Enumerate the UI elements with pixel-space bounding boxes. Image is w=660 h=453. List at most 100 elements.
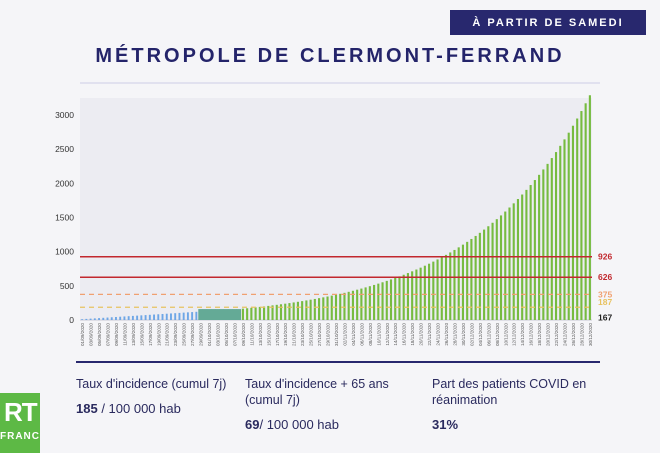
- data-bar: [432, 261, 435, 320]
- x-tick-label: 13/09/2020: [131, 323, 136, 346]
- x-tick-label: 18/11/2020: [410, 323, 415, 346]
- x-tick-label: 10/12/2020: [503, 323, 508, 346]
- y-tick-label: 1000: [55, 247, 74, 257]
- x-tick-label: 16/11/2020: [402, 323, 407, 346]
- x-tick-label: 09/09/2020: [114, 323, 119, 346]
- x-tick-label: 07/10/2020: [232, 323, 237, 346]
- data-bar: [398, 276, 401, 320]
- data-bar: [309, 299, 312, 320]
- data-bar: [115, 316, 117, 320]
- x-tick-label: 02/12/2020: [469, 323, 474, 346]
- data-bar: [288, 303, 291, 320]
- data-bar: [250, 307, 253, 320]
- data-bar: [148, 314, 151, 320]
- data-bar: [98, 318, 100, 320]
- x-tick-label: 07/09/2020: [106, 323, 111, 346]
- data-bar: [373, 284, 376, 320]
- data-bar: [483, 229, 486, 320]
- data-bar: [301, 301, 304, 320]
- data-bar: [449, 252, 452, 320]
- x-tick-label: 06/11/2020: [359, 323, 364, 346]
- data-bar: [140, 315, 143, 320]
- y-tick-label: 2500: [55, 144, 74, 154]
- x-tick-label: 28/11/2020: [452, 323, 457, 346]
- data-bar: [236, 309, 241, 320]
- data-bar: [343, 292, 346, 320]
- data-bar: [330, 295, 333, 320]
- x-tick-label: 05/09/2020: [97, 323, 102, 346]
- header-badge: À PARTIR DE SAMEDI: [450, 10, 646, 35]
- x-tick-label: 13/10/2020: [258, 323, 263, 346]
- x-tick-label: 03/10/2020: [216, 323, 221, 346]
- data-bar: [406, 273, 409, 320]
- x-tick-label: 29/09/2020: [199, 323, 204, 346]
- x-tick-label: 08/11/2020: [368, 323, 373, 346]
- threshold-label: 926: [598, 252, 612, 262]
- x-tick-label: 10/11/2020: [376, 323, 381, 346]
- data-bar: [102, 317, 105, 320]
- data-bar: [559, 145, 562, 320]
- stat-icu-share: Part des patients COVID en réanimation 3…: [432, 376, 597, 432]
- data-bar: [127, 316, 130, 320]
- data-bar: [81, 319, 84, 320]
- data-bar: [174, 313, 177, 320]
- data-bar: [495, 219, 498, 320]
- data-bar: [364, 287, 367, 320]
- title-divider: [80, 82, 600, 84]
- data-bar: [538, 174, 541, 320]
- data-bar: [453, 249, 456, 320]
- stat-icu-share-label: Part des patients COVID en réanimation: [432, 377, 587, 407]
- data-bar: [263, 306, 266, 320]
- channel-logo: RT FRANCE: [0, 393, 40, 453]
- data-bar: [165, 313, 168, 320]
- x-tick-label: 15/10/2020: [266, 323, 271, 346]
- x-tick-label: 27/09/2020: [190, 323, 195, 346]
- x-tick-label: 16/12/2020: [529, 323, 534, 346]
- x-tick-label: 30/12/2020: [588, 323, 593, 346]
- data-bar: [215, 309, 220, 320]
- stat-icu-share-value: 31%: [432, 417, 459, 432]
- x-tick-label: 21/10/2020: [292, 323, 297, 346]
- data-bar: [487, 226, 490, 320]
- data-bar: [436, 259, 439, 320]
- data-bar: [360, 288, 363, 320]
- data-bar: [322, 297, 325, 320]
- data-bar: [227, 309, 233, 320]
- data-bar: [186, 312, 189, 320]
- y-tick-label: 0: [69, 315, 74, 325]
- data-bar: [258, 306, 261, 320]
- data-bar: [576, 118, 579, 320]
- x-tick-label: 24/11/2020: [436, 323, 441, 346]
- x-tick-label: 22/12/2020: [554, 323, 559, 346]
- data-bar: [546, 163, 549, 320]
- x-tick-label: 17/10/2020: [275, 323, 280, 346]
- x-tick-label: 02/11/2020: [342, 323, 347, 346]
- x-tick-label: 23/09/2020: [173, 323, 178, 346]
- data-bar: [93, 318, 96, 320]
- threshold-label: 375: [598, 289, 612, 299]
- x-tick-label: 26/12/2020: [571, 323, 576, 346]
- plot-area: [80, 98, 592, 320]
- stat-incidence-label: Taux d'incidence (cumul 7j): [76, 377, 227, 391]
- x-tick-label: 26/11/2020: [444, 323, 449, 346]
- data-bar: [219, 309, 225, 320]
- data-bar: [504, 211, 507, 320]
- data-bar: [318, 298, 321, 320]
- data-bar: [499, 215, 503, 320]
- data-bar: [411, 271, 414, 320]
- data-bar: [296, 301, 299, 320]
- data-bar: [368, 286, 371, 320]
- data-bar: [131, 315, 134, 320]
- data-bar: [478, 232, 481, 320]
- stat-incidence-65-label: Taux d'incidence + 65 ans (cumul 7j): [245, 377, 389, 407]
- data-bar: [440, 257, 443, 320]
- x-tick-label: 21/09/2020: [165, 323, 170, 346]
- data-bar: [394, 277, 397, 320]
- data-bar: [267, 305, 270, 320]
- data-bar: [516, 199, 520, 320]
- threshold-label: 167: [598, 313, 612, 323]
- x-tick-label: 12/11/2020: [385, 323, 390, 346]
- x-tick-label: 19/09/2020: [156, 323, 161, 346]
- threshold-label: 626: [598, 272, 612, 282]
